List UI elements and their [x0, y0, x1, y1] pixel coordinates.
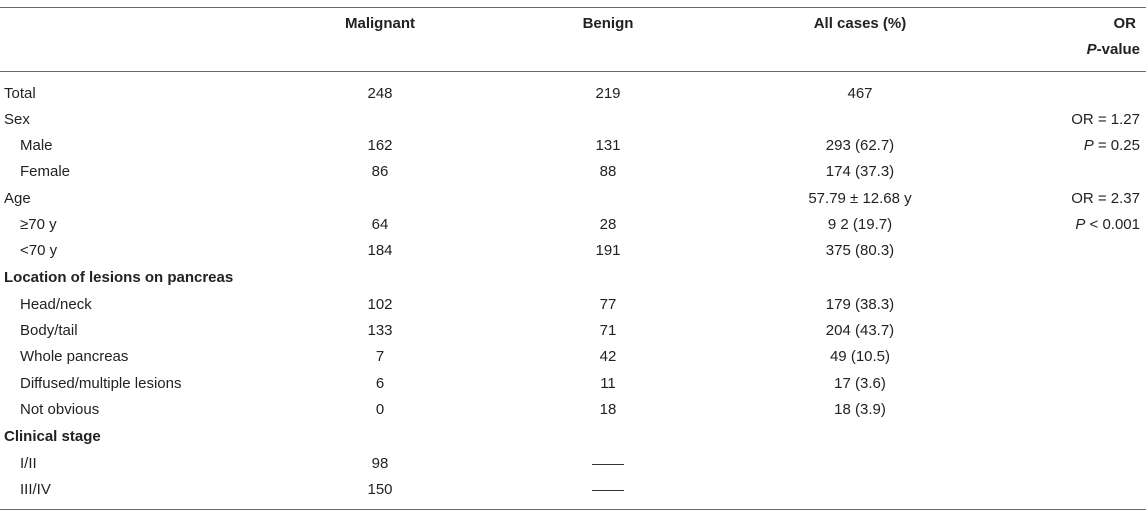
benign-cell [548, 477, 668, 503]
header-rule [0, 71, 1146, 72]
row-label: Female [20, 163, 71, 180]
table-row-total: Total 248 219 467 [0, 81, 1146, 107]
dash-mark [592, 489, 624, 491]
header-p-italic: P [1086, 41, 1097, 58]
p-italic: P [1083, 137, 1094, 154]
p-value: = 0.25 [1093, 137, 1140, 154]
malignant-cell: 98 [371, 455, 389, 472]
or-cell: OR = 1.27 [1071, 111, 1140, 128]
dash-mark [592, 463, 624, 465]
benign-cell: 18 [599, 401, 617, 418]
header-p-value: P-value [1087, 39, 1140, 61]
all-cases-cell: 174 (37.3) [825, 163, 895, 180]
row-label: <70 y [20, 242, 58, 259]
malignant-cell: 133 [367, 322, 393, 339]
benign-cell: 88 [599, 163, 617, 180]
table-row-not-obvious: Not obvious 0 18 18 (3.9) [0, 397, 1146, 423]
row-label: Diffused/multiple lesions [20, 375, 182, 392]
row-label: Sex [4, 111, 30, 128]
header-p-rest: -value [1096, 41, 1140, 58]
malignant-cell: 150 [367, 481, 393, 498]
p-value: < 0.001 [1085, 216, 1140, 233]
table-row-location-heading: Location of lesions on pancreas [0, 265, 1146, 291]
header-malignant: Malignant [345, 15, 415, 32]
table-row-age-ge70: ≥70 y 64 28 9 2 (19.7) P < 0.001 [0, 212, 1146, 238]
all-cases-cell: 375 (80.3) [825, 242, 895, 259]
malignant-cell: 6 [375, 375, 385, 392]
benign-cell: 42 [599, 348, 617, 365]
row-label: ≥70 y [20, 216, 57, 233]
table-row-whole-pancreas: Whole pancreas 7 42 49 (10.5) [0, 344, 1146, 370]
section-heading: Location of lesions on pancreas [4, 269, 234, 286]
table-row-age-lt70: <70 y 184 191 375 (80.3) [0, 238, 1146, 264]
row-label: I/II [20, 455, 37, 472]
row-label: Total [4, 85, 36, 102]
benign-cell: 71 [599, 322, 617, 339]
table-row-stage-3-4: III/IV 150 [0, 477, 1146, 503]
malignant-cell: 64 [371, 216, 389, 233]
all-cases-cell: 9 2 (19.7) [827, 216, 893, 233]
all-cases-cell: 18 (3.9) [834, 401, 886, 418]
all-cases-cell: 179 (38.3) [825, 296, 895, 313]
benign-cell: 28 [599, 216, 617, 233]
row-label: Age [4, 190, 31, 207]
row-label: Whole pancreas [20, 348, 129, 365]
table-row-stage-heading: Clinical stage [0, 424, 1146, 450]
row-label: Body/tail [20, 322, 78, 339]
table-row-head-neck: Head/neck 102 77 179 (38.3) [0, 292, 1146, 318]
malignant-cell: 7 [375, 348, 385, 365]
section-heading: Clinical stage [4, 428, 101, 445]
malignant-cell: 162 [367, 137, 393, 154]
benign-cell: 131 [595, 137, 621, 154]
benign-cell: 219 [595, 85, 621, 102]
bottom-rule [0, 509, 1146, 510]
or-cell: OR = 2.37 [1071, 190, 1140, 207]
malignant-cell: 0 [375, 401, 385, 418]
p-value-cell: P < 0.001 [1075, 212, 1140, 238]
row-label: III/IV [20, 481, 51, 498]
table-row-stage-1-2: I/II 98 [0, 451, 1146, 477]
all-cases-cell: 17 (3.6) [834, 375, 886, 392]
all-cases-cell: 57.79 ± 12.68 y [808, 190, 912, 207]
table-row-sex: Sex OR = 1.27 [0, 107, 1146, 133]
table-row-female: Female 86 88 174 (37.3) [0, 159, 1146, 185]
benign-cell: 11 [600, 375, 616, 392]
malignant-cell: 86 [371, 163, 389, 180]
benign-cell [548, 451, 668, 477]
benign-cell: 191 [595, 242, 621, 259]
top-rule [0, 7, 1146, 8]
table-row-age: Age 57.79 ± 12.68 y OR = 2.37 [0, 186, 1146, 212]
row-label: Male [20, 137, 53, 154]
benign-cell: 77 [599, 296, 617, 313]
table-row-diffused: Diffused/multiple lesions 6 11 17 (3.6) [0, 371, 1146, 397]
row-label: Head/neck [20, 296, 92, 313]
p-value-cell: P = 0.25 [1084, 133, 1140, 159]
malignant-cell: 102 [367, 296, 393, 313]
table-row-male: Male 162 131 293 (62.7) P = 0.25 [0, 133, 1146, 159]
all-cases-cell: 49 (10.5) [829, 348, 891, 365]
malignant-cell: 248 [367, 85, 393, 102]
all-cases-cell: 467 [847, 85, 873, 102]
header-benign: Benign [582, 15, 634, 32]
table-row-body-tail: Body/tail 133 71 204 (43.7) [0, 318, 1146, 344]
header-all-cases: All cases (%) [813, 15, 907, 32]
all-cases-cell: 204 (43.7) [825, 322, 895, 339]
header-or: OR [1113, 15, 1137, 32]
all-cases-cell: 293 (62.7) [825, 137, 895, 154]
row-label: Not obvious [20, 401, 100, 418]
malignant-cell: 184 [367, 242, 393, 259]
p-italic: P [1075, 216, 1086, 233]
